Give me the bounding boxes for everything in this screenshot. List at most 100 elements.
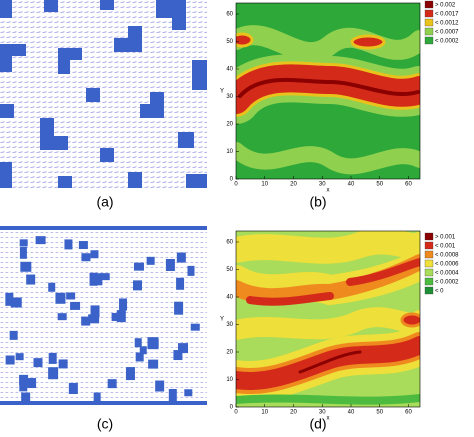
y-tick-label: 10 xyxy=(226,377,233,383)
legend-label: < 0.0002 xyxy=(435,280,459,286)
obstacle xyxy=(64,239,73,250)
legend-label: < 0 xyxy=(435,289,444,295)
obstacle xyxy=(111,312,122,321)
obstacle xyxy=(134,338,142,348)
y-tick-label: 30 xyxy=(226,322,233,328)
obstacle xyxy=(184,389,193,397)
x-tick-label: 30 xyxy=(319,182,326,188)
plot-frame xyxy=(235,2,421,180)
obstacle xyxy=(48,282,56,292)
obstacle xyxy=(133,262,144,271)
x-axis-label: x xyxy=(327,188,330,194)
obstacle xyxy=(190,323,200,331)
x-axis-label: x xyxy=(327,416,330,422)
obstacle xyxy=(107,379,117,389)
legend-swatch xyxy=(424,250,434,259)
legend-label: < 0.0012 xyxy=(435,21,459,27)
legend-label: < 0.0008 xyxy=(435,253,459,259)
legend-label: > 0.001 xyxy=(435,235,456,241)
obstacle xyxy=(94,273,103,286)
x-tick-label: 10 xyxy=(261,182,268,188)
obstacle xyxy=(187,265,195,276)
legend-swatch xyxy=(424,277,434,286)
legend-swatch xyxy=(424,286,434,295)
obstacle xyxy=(5,355,15,365)
obstacle xyxy=(174,301,184,315)
obstacle xyxy=(33,358,43,368)
obstacle xyxy=(48,367,59,380)
obstacle xyxy=(70,301,81,310)
obstacle xyxy=(146,256,155,265)
legend-swatch xyxy=(424,0,434,9)
obstacle xyxy=(26,274,36,285)
y-tick-label: 20 xyxy=(226,122,233,128)
obstacle xyxy=(57,313,67,321)
contour-d xyxy=(236,231,420,407)
obstacle xyxy=(19,374,29,385)
vector-field-c xyxy=(0,226,207,405)
obstacle xyxy=(176,277,185,290)
x-tick-label: 40 xyxy=(348,410,355,416)
obstacle xyxy=(168,389,177,402)
legend-label: < 0.0017 xyxy=(435,12,459,18)
y-tick-label: 0 xyxy=(230,405,234,411)
y-axis-label: Y xyxy=(220,89,224,95)
x-tick-label: 50 xyxy=(376,410,383,416)
x-tick-label: 20 xyxy=(290,410,297,416)
obstacle xyxy=(19,239,28,247)
x-tick-label: 0 xyxy=(234,182,238,188)
obstacle xyxy=(90,305,100,318)
obstacle xyxy=(10,297,22,308)
obstacle xyxy=(19,382,28,392)
obstacle xyxy=(89,272,98,286)
x-tick-label: 50 xyxy=(376,182,383,188)
legend-swatch xyxy=(424,36,434,45)
obstacle xyxy=(165,259,175,272)
y-tick-label: 50 xyxy=(226,39,233,45)
obstacle xyxy=(81,316,91,326)
obstacle xyxy=(81,253,91,262)
y-tick-label: 40 xyxy=(226,67,233,73)
x-tick-label: 40 xyxy=(348,182,355,188)
vector-field-a xyxy=(0,0,207,188)
obstacle xyxy=(93,392,101,402)
legend-swatch xyxy=(424,232,434,241)
obstacle xyxy=(116,310,126,323)
panel-label: (b) xyxy=(309,194,326,210)
obstacle xyxy=(178,343,189,354)
y-tick-label: 30 xyxy=(226,94,233,100)
obstacle xyxy=(19,246,27,259)
obstacle xyxy=(9,330,18,340)
legend-swatch xyxy=(424,268,434,277)
obstacle xyxy=(5,292,14,306)
obstacle xyxy=(147,337,159,350)
obstacle xyxy=(148,359,159,369)
panel-label: (d) xyxy=(309,416,326,432)
y-tick-label: 10 xyxy=(226,149,233,155)
obstacle xyxy=(119,298,128,311)
obstacle xyxy=(135,352,144,362)
y-tick-label: 0 xyxy=(230,177,234,183)
panel-label: (c) xyxy=(97,416,113,432)
obstacle xyxy=(173,350,183,361)
obstacle xyxy=(20,261,32,272)
obstacle xyxy=(66,292,76,300)
obstacle xyxy=(132,280,142,291)
obstacle xyxy=(176,252,186,263)
y-tick-label: 60 xyxy=(226,12,233,18)
x-tick-label: 30 xyxy=(319,410,326,416)
obstacle xyxy=(99,273,110,281)
y-tick-label: 20 xyxy=(226,350,233,356)
obstacle xyxy=(78,241,88,250)
obstacle xyxy=(55,292,66,304)
legend-swatch xyxy=(424,9,434,18)
obstacle xyxy=(48,352,57,364)
legend-label: < 0.0006 xyxy=(435,262,459,268)
x-tick-label: 60 xyxy=(405,182,412,188)
obstacle xyxy=(15,353,24,361)
obstacle xyxy=(88,314,100,324)
obstacle xyxy=(68,382,78,394)
y-tick-label: 50 xyxy=(226,267,233,273)
obstacle xyxy=(139,346,147,355)
